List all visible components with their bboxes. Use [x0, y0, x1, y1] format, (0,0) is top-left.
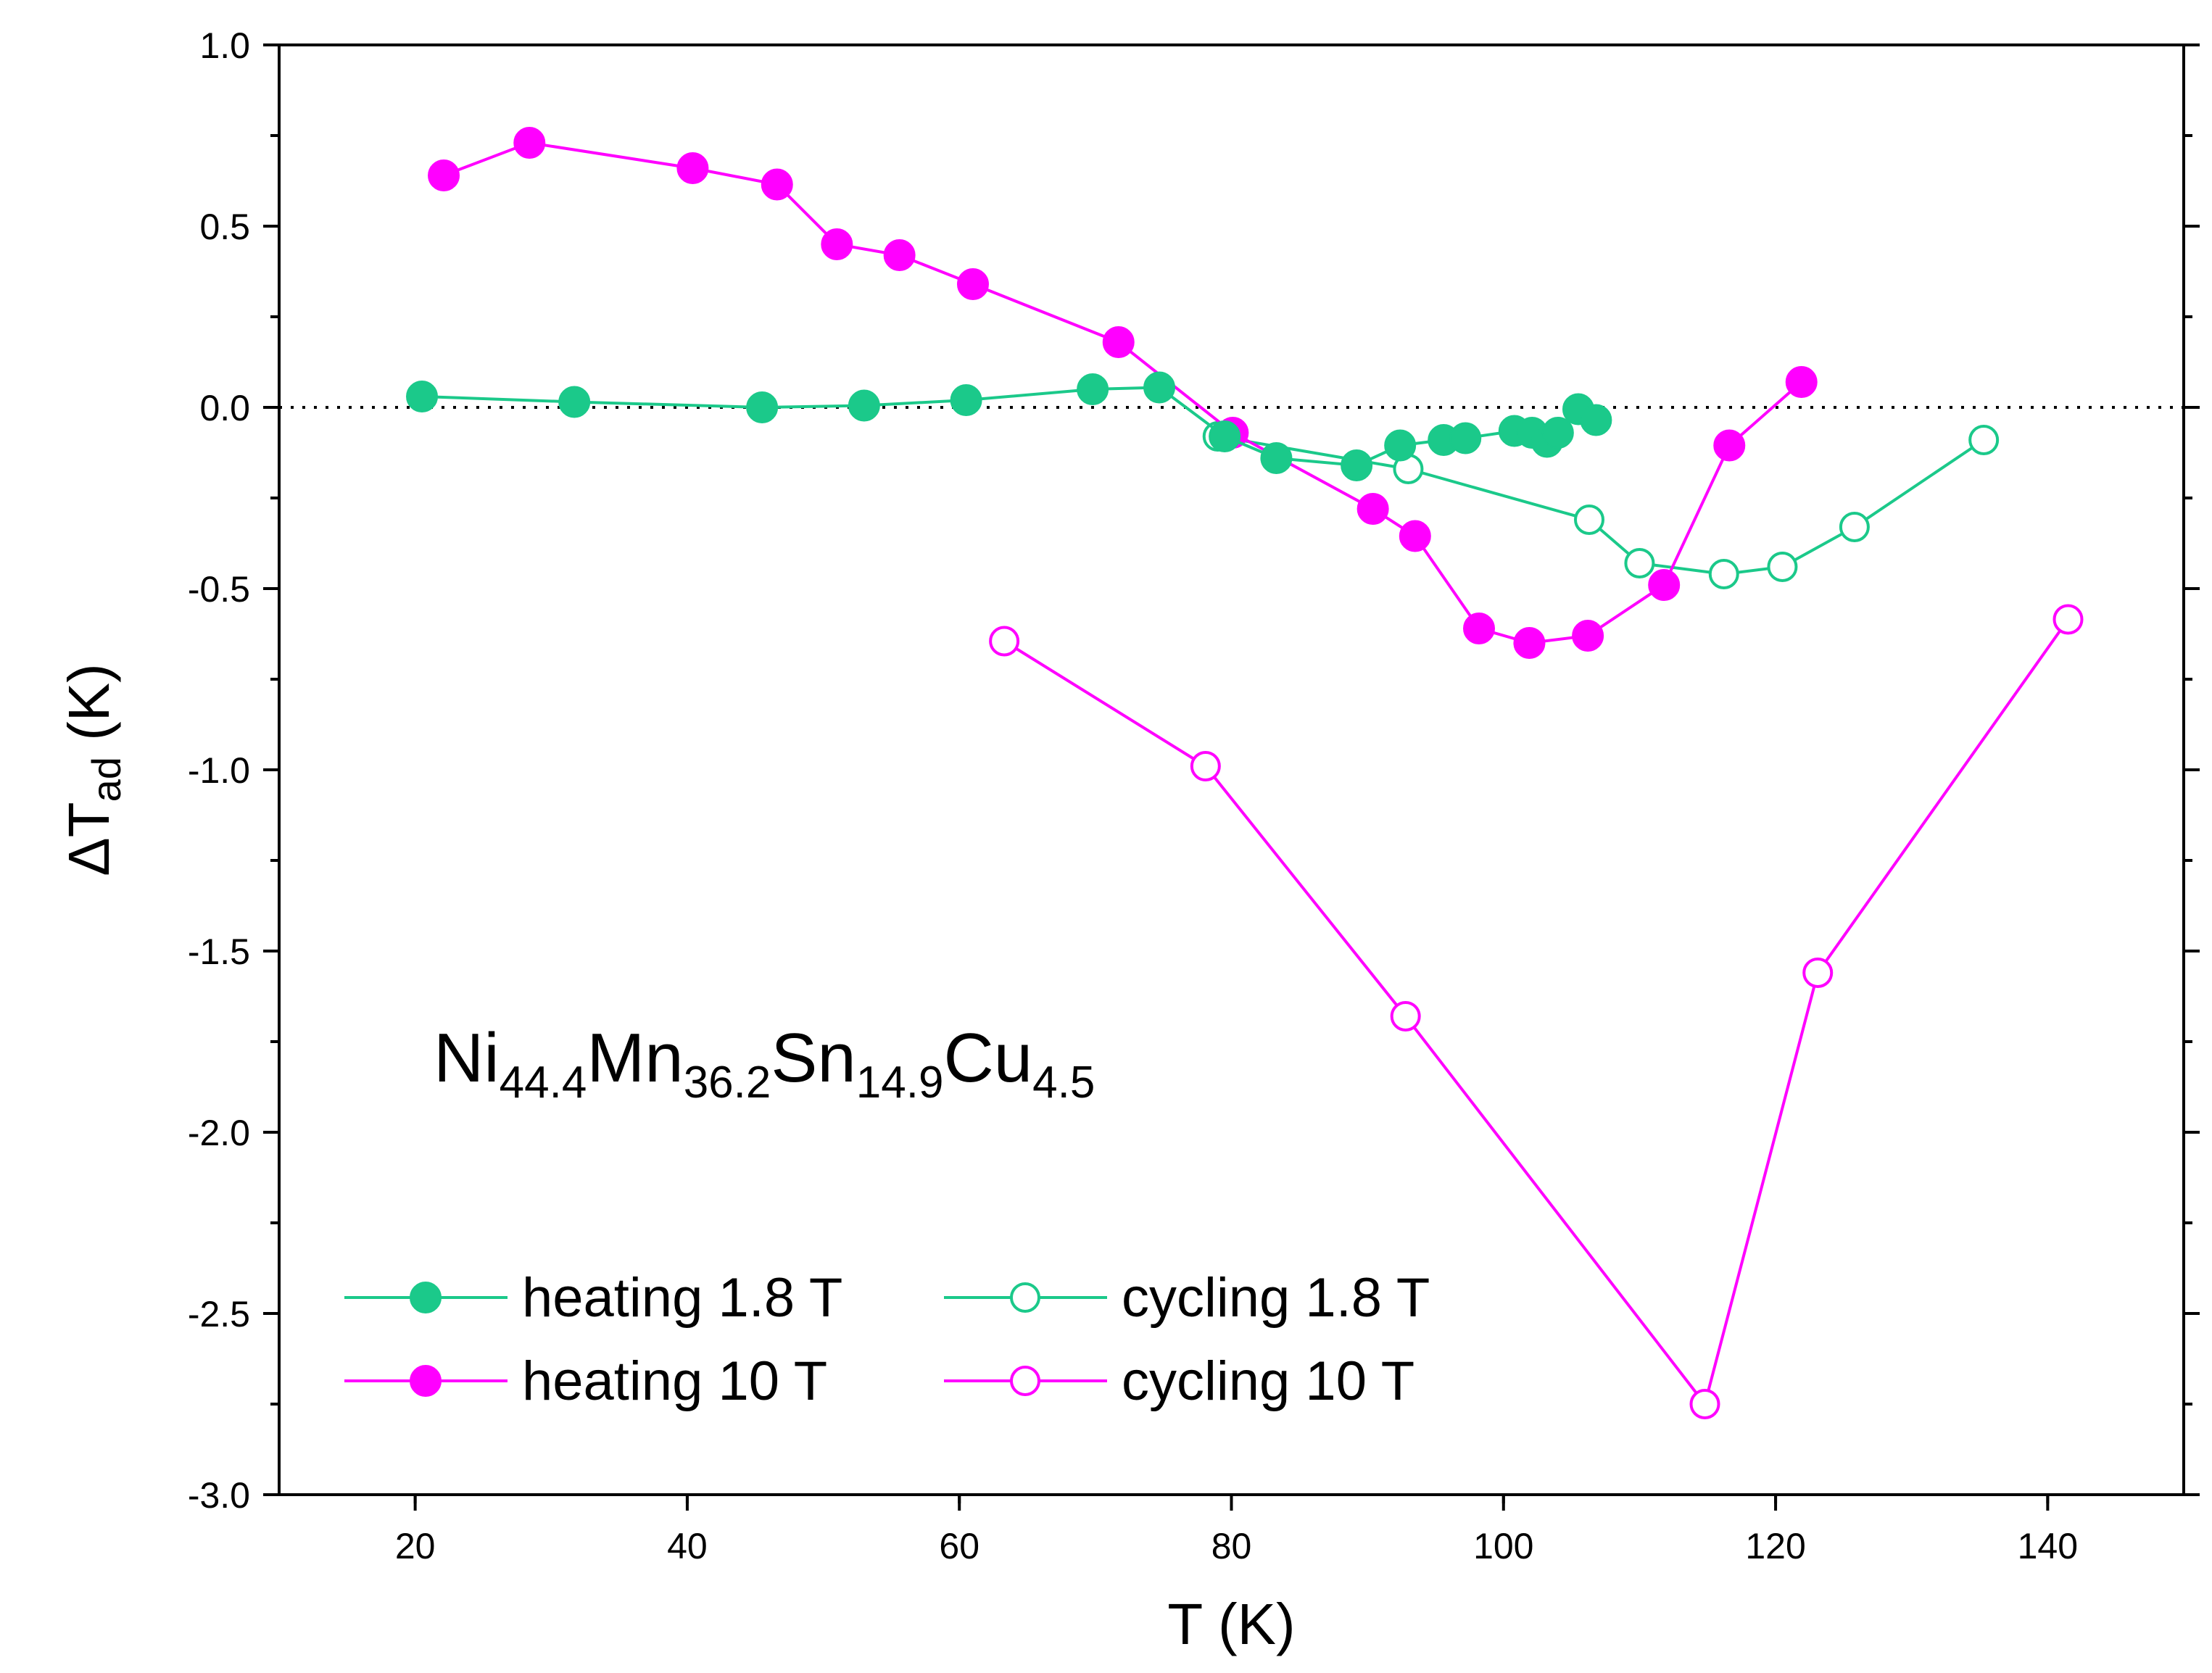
data-point-heating-1-8-t — [1541, 417, 1574, 449]
y-tick-label: -3.0 — [188, 1475, 250, 1516]
data-point-heating-1-8-t — [1077, 373, 1109, 405]
y-axis-title-subscript: ad — [83, 757, 129, 802]
data-point-heating-10-t — [1399, 520, 1431, 552]
data-point-heating-10-t — [1572, 620, 1604, 652]
composition-annotation: Ni44.4Mn36.2Sn14.9Cu4.5 — [434, 1019, 1095, 1108]
x-tick-label: 40 — [667, 1526, 708, 1566]
data-point-cycling-1-8-t — [1624, 548, 1655, 578]
data-point-cycling-10-t — [989, 626, 1020, 657]
data-point-cycling-1-8-t — [1574, 505, 1605, 535]
data-point-heating-1-8-t — [1580, 404, 1612, 436]
legend-swatch-marker — [1010, 1282, 1040, 1313]
y-axis-title-unit: (K) — [57, 663, 121, 757]
annotation-subscript: 36.2 — [684, 1058, 771, 1108]
data-point-heating-10-t — [1513, 627, 1546, 659]
y-axis-title: ΔTad (K) — [57, 663, 129, 876]
data-point-heating-1-8-t — [1384, 429, 1417, 462]
data-point-heating-10-t — [821, 228, 853, 260]
y-tick-label: -1.5 — [188, 931, 250, 972]
annotation-element: Cu — [943, 1019, 1032, 1097]
data-point-heating-10-t — [883, 239, 916, 271]
legend: heating 1.8 T cycling 1.8 T heating 10 T cy… — [344, 1267, 1430, 1412]
data-point-heating-10-t — [428, 159, 460, 191]
data-point-heating-1-8-t — [558, 386, 591, 418]
data-point-cycling-10-t — [1190, 751, 1221, 781]
data-point-heating-1-8-t — [746, 391, 779, 423]
series-line-heating-1-8-t — [421, 386, 1597, 468]
data-point-heating-1-8-t — [1260, 442, 1293, 474]
series-line-heating-10-t — [443, 141, 1803, 645]
data-point-heating-10-t — [761, 168, 793, 201]
annotation-subscript: 14.9 — [856, 1058, 944, 1108]
x-axis-title: T (K) — [1167, 1592, 1295, 1656]
data-point-heating-10-t — [1648, 569, 1681, 601]
annotation-subscript: 44.4 — [500, 1058, 587, 1108]
data-point-cycling-10-t — [2052, 604, 2084, 635]
x-tick-label: 140 — [2018, 1526, 2078, 1566]
data-point-heating-10-t — [1356, 493, 1389, 525]
data-point-cycling-10-t — [1390, 1001, 1421, 1031]
y-tick-label: -1.0 — [188, 750, 250, 791]
legend-label: cycling 1.8 T — [1122, 1267, 1430, 1329]
data-point-heating-1-8-t — [1143, 371, 1176, 404]
y-tick-label: 0.0 — [199, 388, 250, 428]
series-line-cycling-10-t — [1003, 618, 2070, 1408]
data-point-heating-10-t — [513, 127, 546, 159]
data-point-heating-1-8-t — [1449, 422, 1482, 454]
y-tick-label: 0.5 — [199, 207, 250, 247]
data-point-heating-1-8-t — [1341, 449, 1373, 481]
legend-entry-heating-10-t: heating 10 T — [344, 1350, 827, 1412]
legend-label: cycling 10 T — [1122, 1350, 1414, 1412]
x-tick-label: 60 — [939, 1526, 979, 1566]
data-point-heating-1-8-t — [848, 389, 880, 422]
y-axis-title-main: ΔT — [57, 802, 121, 876]
y-tick-label: -2.0 — [188, 1113, 250, 1153]
x-tick-label: 80 — [1211, 1526, 1252, 1566]
series-line-cycling-1-8-t — [1217, 435, 1985, 576]
data-point-cycling-1-8-t — [1968, 425, 2000, 455]
data-point-heating-1-8-t — [1209, 420, 1241, 452]
legend-entry-cycling-1-8-t: cycling 1.8 T — [944, 1267, 1430, 1329]
annotation-element: Ni — [434, 1019, 500, 1097]
series-heating-1-8-t — [406, 371, 1612, 481]
data-point-heating-10-t — [1785, 366, 1818, 398]
x-tick-label: 20 — [395, 1526, 436, 1566]
data-point-cycling-10-t — [1689, 1389, 1720, 1419]
legend-label: heating 10 T — [522, 1350, 827, 1412]
data-point-heating-1-8-t — [406, 381, 439, 412]
data-point-heating-10-t — [1713, 429, 1746, 462]
data-point-heating-10-t — [676, 152, 709, 184]
x-tick-label: 100 — [1473, 1526, 1533, 1566]
data-point-heating-10-t — [956, 268, 989, 300]
data-point-cycling-1-8-t — [1767, 552, 1798, 582]
data-point-cycling-1-8-t — [1708, 559, 1739, 589]
series-cycling-1-8-t — [1202, 421, 2000, 589]
data-point-cycling-10-t — [1802, 958, 1834, 988]
tick-layer: 20 40 60 80 100 120 140 1.0 0.5 0.0 -0.5 -1.0 -1.5 -2… — [188, 25, 2200, 1566]
series-heating-10-t — [428, 127, 1818, 659]
series-layer — [406, 127, 2084, 1419]
legend-entry-cycling-10-t: cycling 10 T — [944, 1350, 1414, 1412]
data-point-cycling-1-8-t — [1839, 512, 1870, 542]
annotation-subscript: 4.5 — [1032, 1058, 1095, 1108]
annotation-element: Sn — [771, 1019, 856, 1097]
annotation-element: Mn — [587, 1019, 683, 1097]
x-tick-label: 120 — [1745, 1526, 1805, 1566]
data-point-heating-10-t — [1102, 326, 1135, 358]
data-point-heating-1-8-t — [950, 384, 982, 416]
series-cycling-10-t — [989, 604, 2084, 1419]
y-tick-label: -0.5 — [188, 569, 250, 610]
legend-swatch-marker — [410, 1365, 442, 1397]
y-tick-label: -2.5 — [188, 1294, 250, 1334]
data-point-heating-10-t — [1463, 613, 1496, 644]
legend-entry-heating-1-8-t: heating 1.8 T — [344, 1267, 842, 1329]
legend-label: heating 1.8 T — [522, 1267, 842, 1329]
legend-swatch-marker — [410, 1282, 442, 1313]
y-tick-label: 1.0 — [199, 25, 250, 66]
legend-swatch-marker — [1010, 1366, 1040, 1396]
